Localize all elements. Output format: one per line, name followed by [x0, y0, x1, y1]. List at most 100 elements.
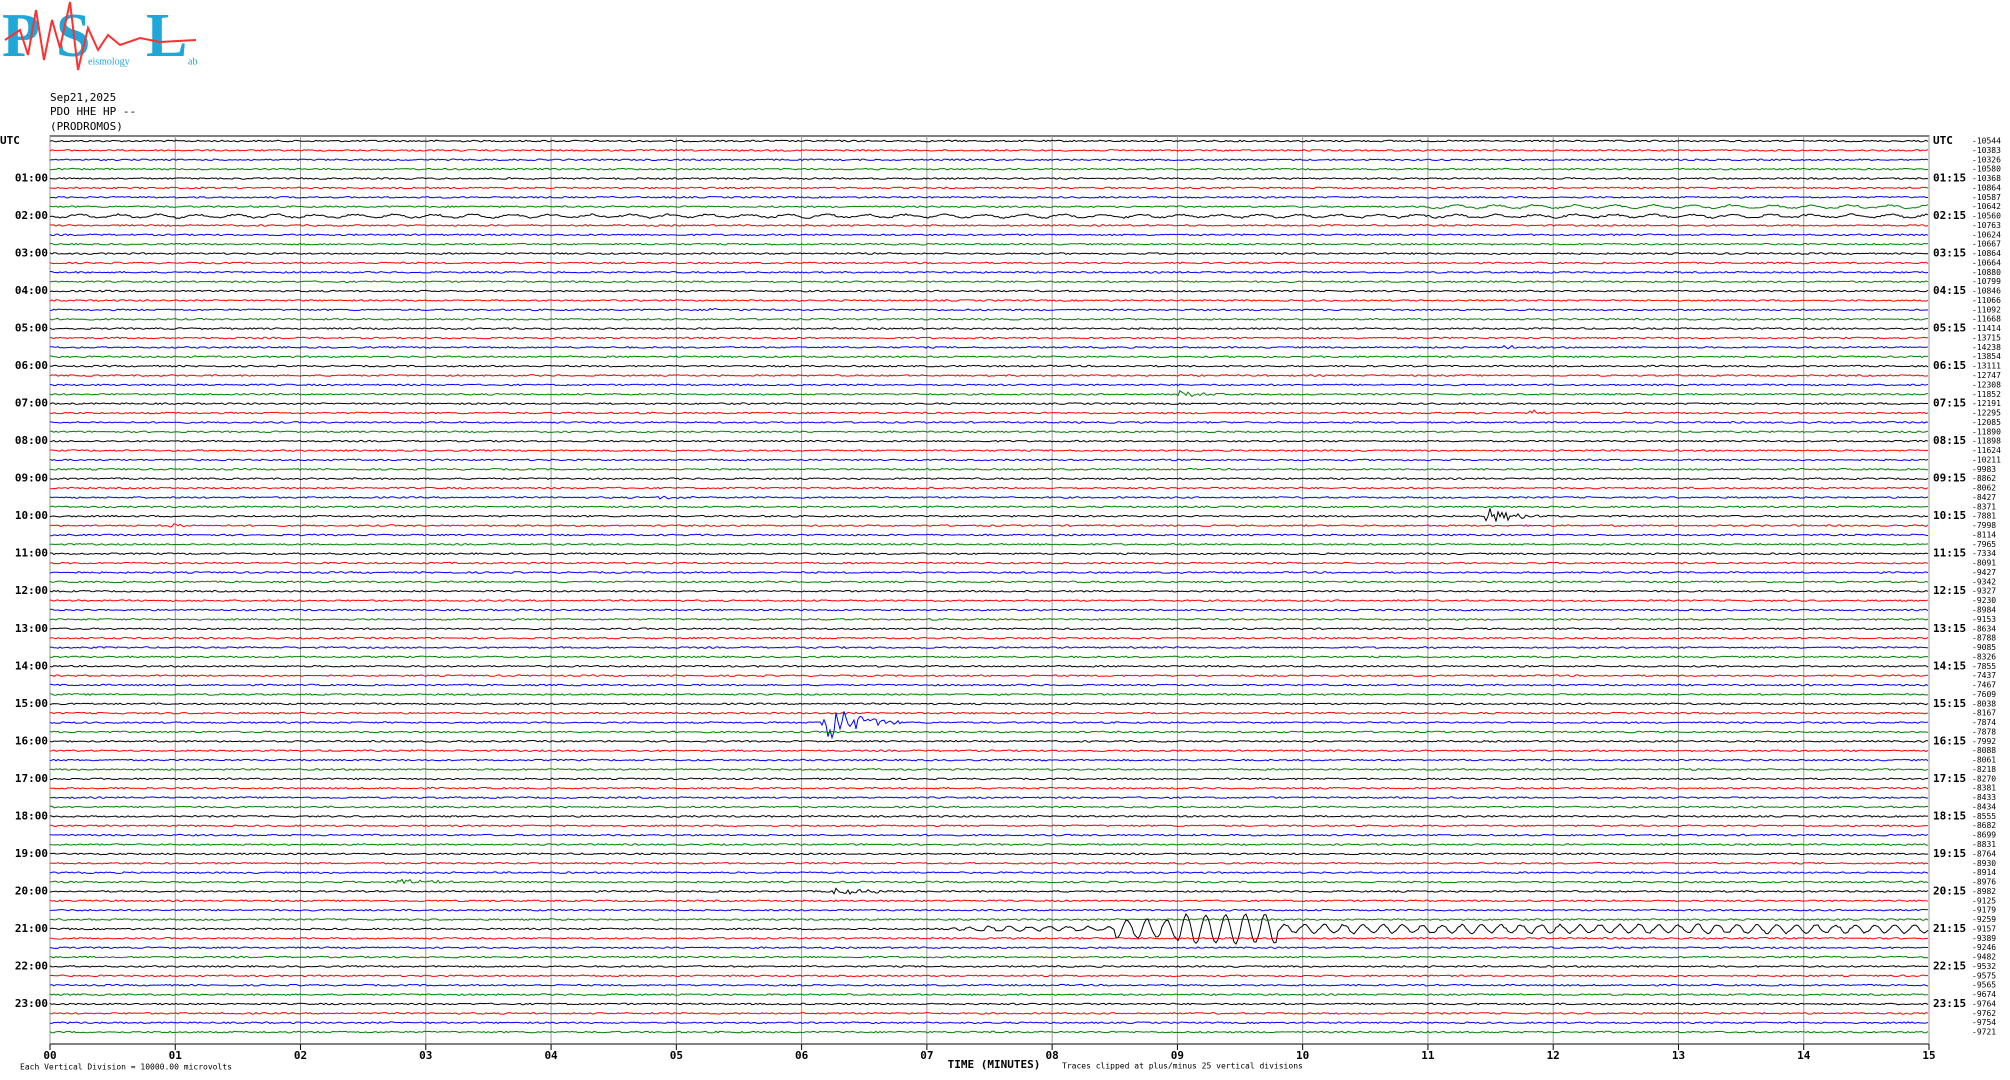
left-time-label: 05:00: [15, 322, 48, 335]
trace-value: -10587: [1972, 193, 2001, 202]
trace-value: -8326: [1972, 652, 1996, 661]
trace: [49, 843, 1929, 846]
trace-value: -8427: [1972, 493, 1996, 502]
left-time-label: 20:00: [15, 884, 48, 897]
trace-value: -10864: [1972, 183, 2001, 192]
trace: [49, 327, 1928, 331]
trace: [49, 439, 1929, 443]
logo-letter: L: [146, 2, 187, 70]
trace-value: -13715: [1972, 333, 2001, 342]
trace-value: -10664: [1972, 258, 2001, 267]
clip-note: Traces clipped at plus/minus 25 vertical…: [1062, 1062, 1303, 1071]
left-time-label: 18:00: [15, 809, 48, 822]
right-time-label: 15:15: [1933, 697, 1966, 710]
trace-value: -8976: [1972, 878, 1996, 887]
trace-value: -8930: [1972, 859, 1996, 868]
trace: [49, 871, 1929, 874]
trace: [49, 964, 1929, 968]
scale-note: Each Vertical Division = 10000.00 microv…: [20, 1063, 232, 1072]
trace-value: -8270: [1972, 774, 1996, 783]
trace: [49, 655, 1929, 659]
trace: [49, 749, 1929, 753]
trace-value: -8788: [1972, 634, 1996, 643]
trace: [50, 627, 1929, 631]
trace-value: -11668: [1972, 315, 2001, 324]
trace-value: -9085: [1972, 643, 1996, 652]
minute-label: 06: [795, 1049, 809, 1062]
trace: [49, 533, 1929, 537]
right-time-label: 23:15: [1933, 997, 1966, 1010]
trace: [49, 186, 1929, 190]
right-time-label: 03:15: [1933, 247, 1966, 260]
trace: [49, 336, 1929, 340]
trace: [49, 617, 1929, 621]
trace-value: -10560: [1972, 212, 2001, 221]
trace: [49, 636, 1929, 640]
trace-value: -13111: [1972, 362, 2001, 371]
trace: [49, 758, 1929, 762]
trace: [49, 203, 1929, 210]
trace: [49, 307, 1929, 312]
trace: [49, 252, 1929, 256]
left-time-label: 07:00: [15, 397, 48, 410]
left-time-label: 03:00: [15, 247, 48, 260]
logo-letter: P: [2, 2, 40, 70]
left-time-label: 01:00: [15, 172, 48, 185]
minute-label: 10: [1296, 1049, 1309, 1062]
trace-value: -10799: [1972, 277, 2001, 286]
trace-value: -9259: [1972, 915, 1996, 924]
left-time-label: 13:00: [15, 622, 48, 635]
right-time-label: 06:15: [1933, 359, 1966, 372]
station: PDO HHE HP --: [50, 105, 136, 118]
traces: [49, 139, 1929, 1034]
logo-small: eismology: [88, 56, 130, 67]
trace: [49, 1011, 1929, 1015]
trace-value: -14238: [1972, 343, 2001, 352]
trace-value: -9230: [1972, 596, 1996, 605]
trace: [49, 1021, 1929, 1025]
trace: [49, 664, 1929, 668]
left-time-label: 04:00: [15, 284, 48, 297]
logo: P S L eismology ab: [2, 1, 197, 70]
trace-value: -8433: [1972, 793, 1996, 802]
site: (PRODROMOS): [50, 120, 123, 133]
trace: [49, 993, 1929, 997]
trace: [49, 261, 1929, 265]
trace-value: -9754: [1972, 1018, 1996, 1027]
right-time-label: 12:15: [1933, 584, 1966, 597]
left-time-label: 06:00: [15, 359, 48, 372]
left-time-label: 19:00: [15, 847, 48, 860]
left-time-label: 22:00: [15, 959, 48, 972]
minute-label: 09: [1171, 1049, 1184, 1062]
trace-value: -11066: [1972, 296, 2001, 305]
trace: [49, 355, 1929, 359]
trace: [49, 693, 1929, 696]
trace-value: -11898: [1972, 437, 2001, 446]
trace: [49, 383, 1929, 387]
trace: [49, 796, 1928, 800]
trace-value: -9565: [1972, 981, 1996, 990]
trace-value: -9153: [1972, 615, 1996, 624]
trace-value: -8218: [1972, 765, 1996, 774]
trace: [49, 177, 1929, 180]
trace: [49, 148, 1929, 152]
trace: [49, 711, 1929, 715]
trace-value: -9179: [1972, 906, 1996, 915]
trace: [49, 542, 1929, 546]
trace: [49, 946, 1928, 950]
left-time-label: 10:00: [15, 509, 48, 522]
right-time-label: 13:15: [1933, 622, 1966, 635]
left-time-label: 09:00: [15, 472, 48, 485]
trace: [49, 1002, 1929, 1006]
trace-value: -8381: [1972, 784, 1996, 793]
trace: [49, 270, 1929, 274]
trace-value: -12747: [1972, 371, 2001, 380]
trace-value: -8982: [1972, 887, 1996, 896]
trace: [49, 242, 1929, 246]
left-time-label: 15:00: [15, 697, 48, 710]
trace: [49, 974, 1929, 978]
minute-label: 07: [920, 1049, 933, 1062]
trace-value: -9721: [1972, 1028, 1996, 1037]
trace-value: -10667: [1972, 240, 2001, 249]
